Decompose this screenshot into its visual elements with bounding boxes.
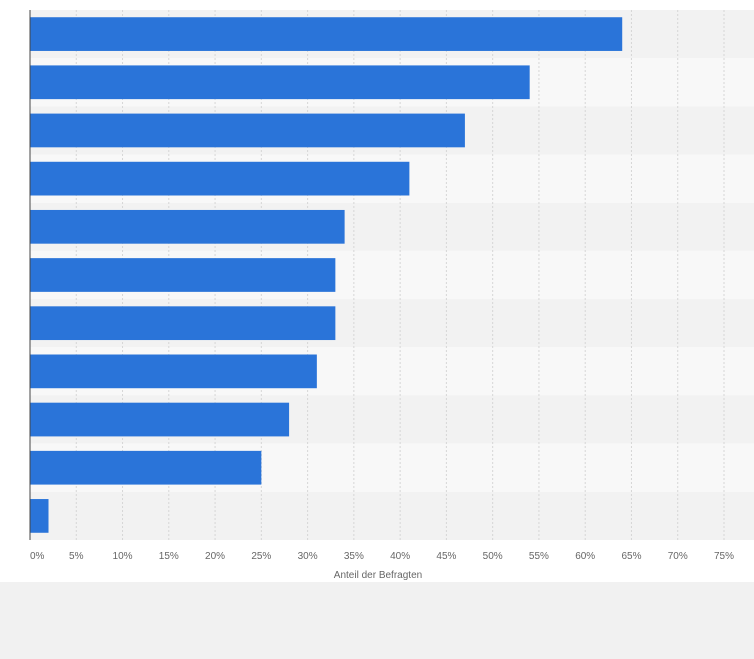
x-tick-label: 70% (668, 551, 688, 562)
footer-bar (0, 582, 754, 659)
x-tick-label: 5% (69, 551, 84, 562)
bar (30, 65, 530, 100)
bar (30, 402, 290, 437)
x-tick-label: 35% (344, 551, 364, 562)
bar (30, 354, 317, 389)
bar (30, 17, 623, 51)
bar-chart: 0% 5% 10% 15% 20% 25% 30% 35% 40% 45% 50% 55% 60% 65%… (29, 10, 754, 581)
x-tick-label: 30% (298, 551, 318, 562)
bar (30, 209, 345, 244)
bar (30, 161, 410, 196)
row-band (30, 491, 754, 540)
x-tick-label: 25% (251, 551, 271, 562)
x-tick-label: 15% (159, 551, 179, 562)
x-tick-labels: 0% 5% 10% 15% 20% 25% 30% 35% 40% 45% 50% 55% 60% 65%… (30, 551, 734, 562)
x-tick-label: 20% (205, 551, 225, 562)
bars (30, 17, 623, 533)
bar (30, 450, 262, 485)
x-tick-label: 10% (113, 551, 133, 562)
x-tick-label: 60% (575, 551, 595, 562)
bar (30, 306, 336, 341)
x-tick-label: 40% (390, 551, 410, 562)
bar (30, 499, 49, 533)
x-tick-label: 75% (714, 551, 734, 562)
x-tick-label: 55% (529, 551, 549, 562)
bar (30, 113, 465, 148)
x-tick-label: 65% (621, 551, 641, 562)
x-tick-label: 0% (30, 551, 45, 562)
x-tick-label: 50% (483, 551, 503, 562)
bar (30, 258, 336, 292)
x-tick-label: 45% (436, 551, 456, 562)
x-axis-label: Anteil der Befragten (334, 570, 422, 581)
